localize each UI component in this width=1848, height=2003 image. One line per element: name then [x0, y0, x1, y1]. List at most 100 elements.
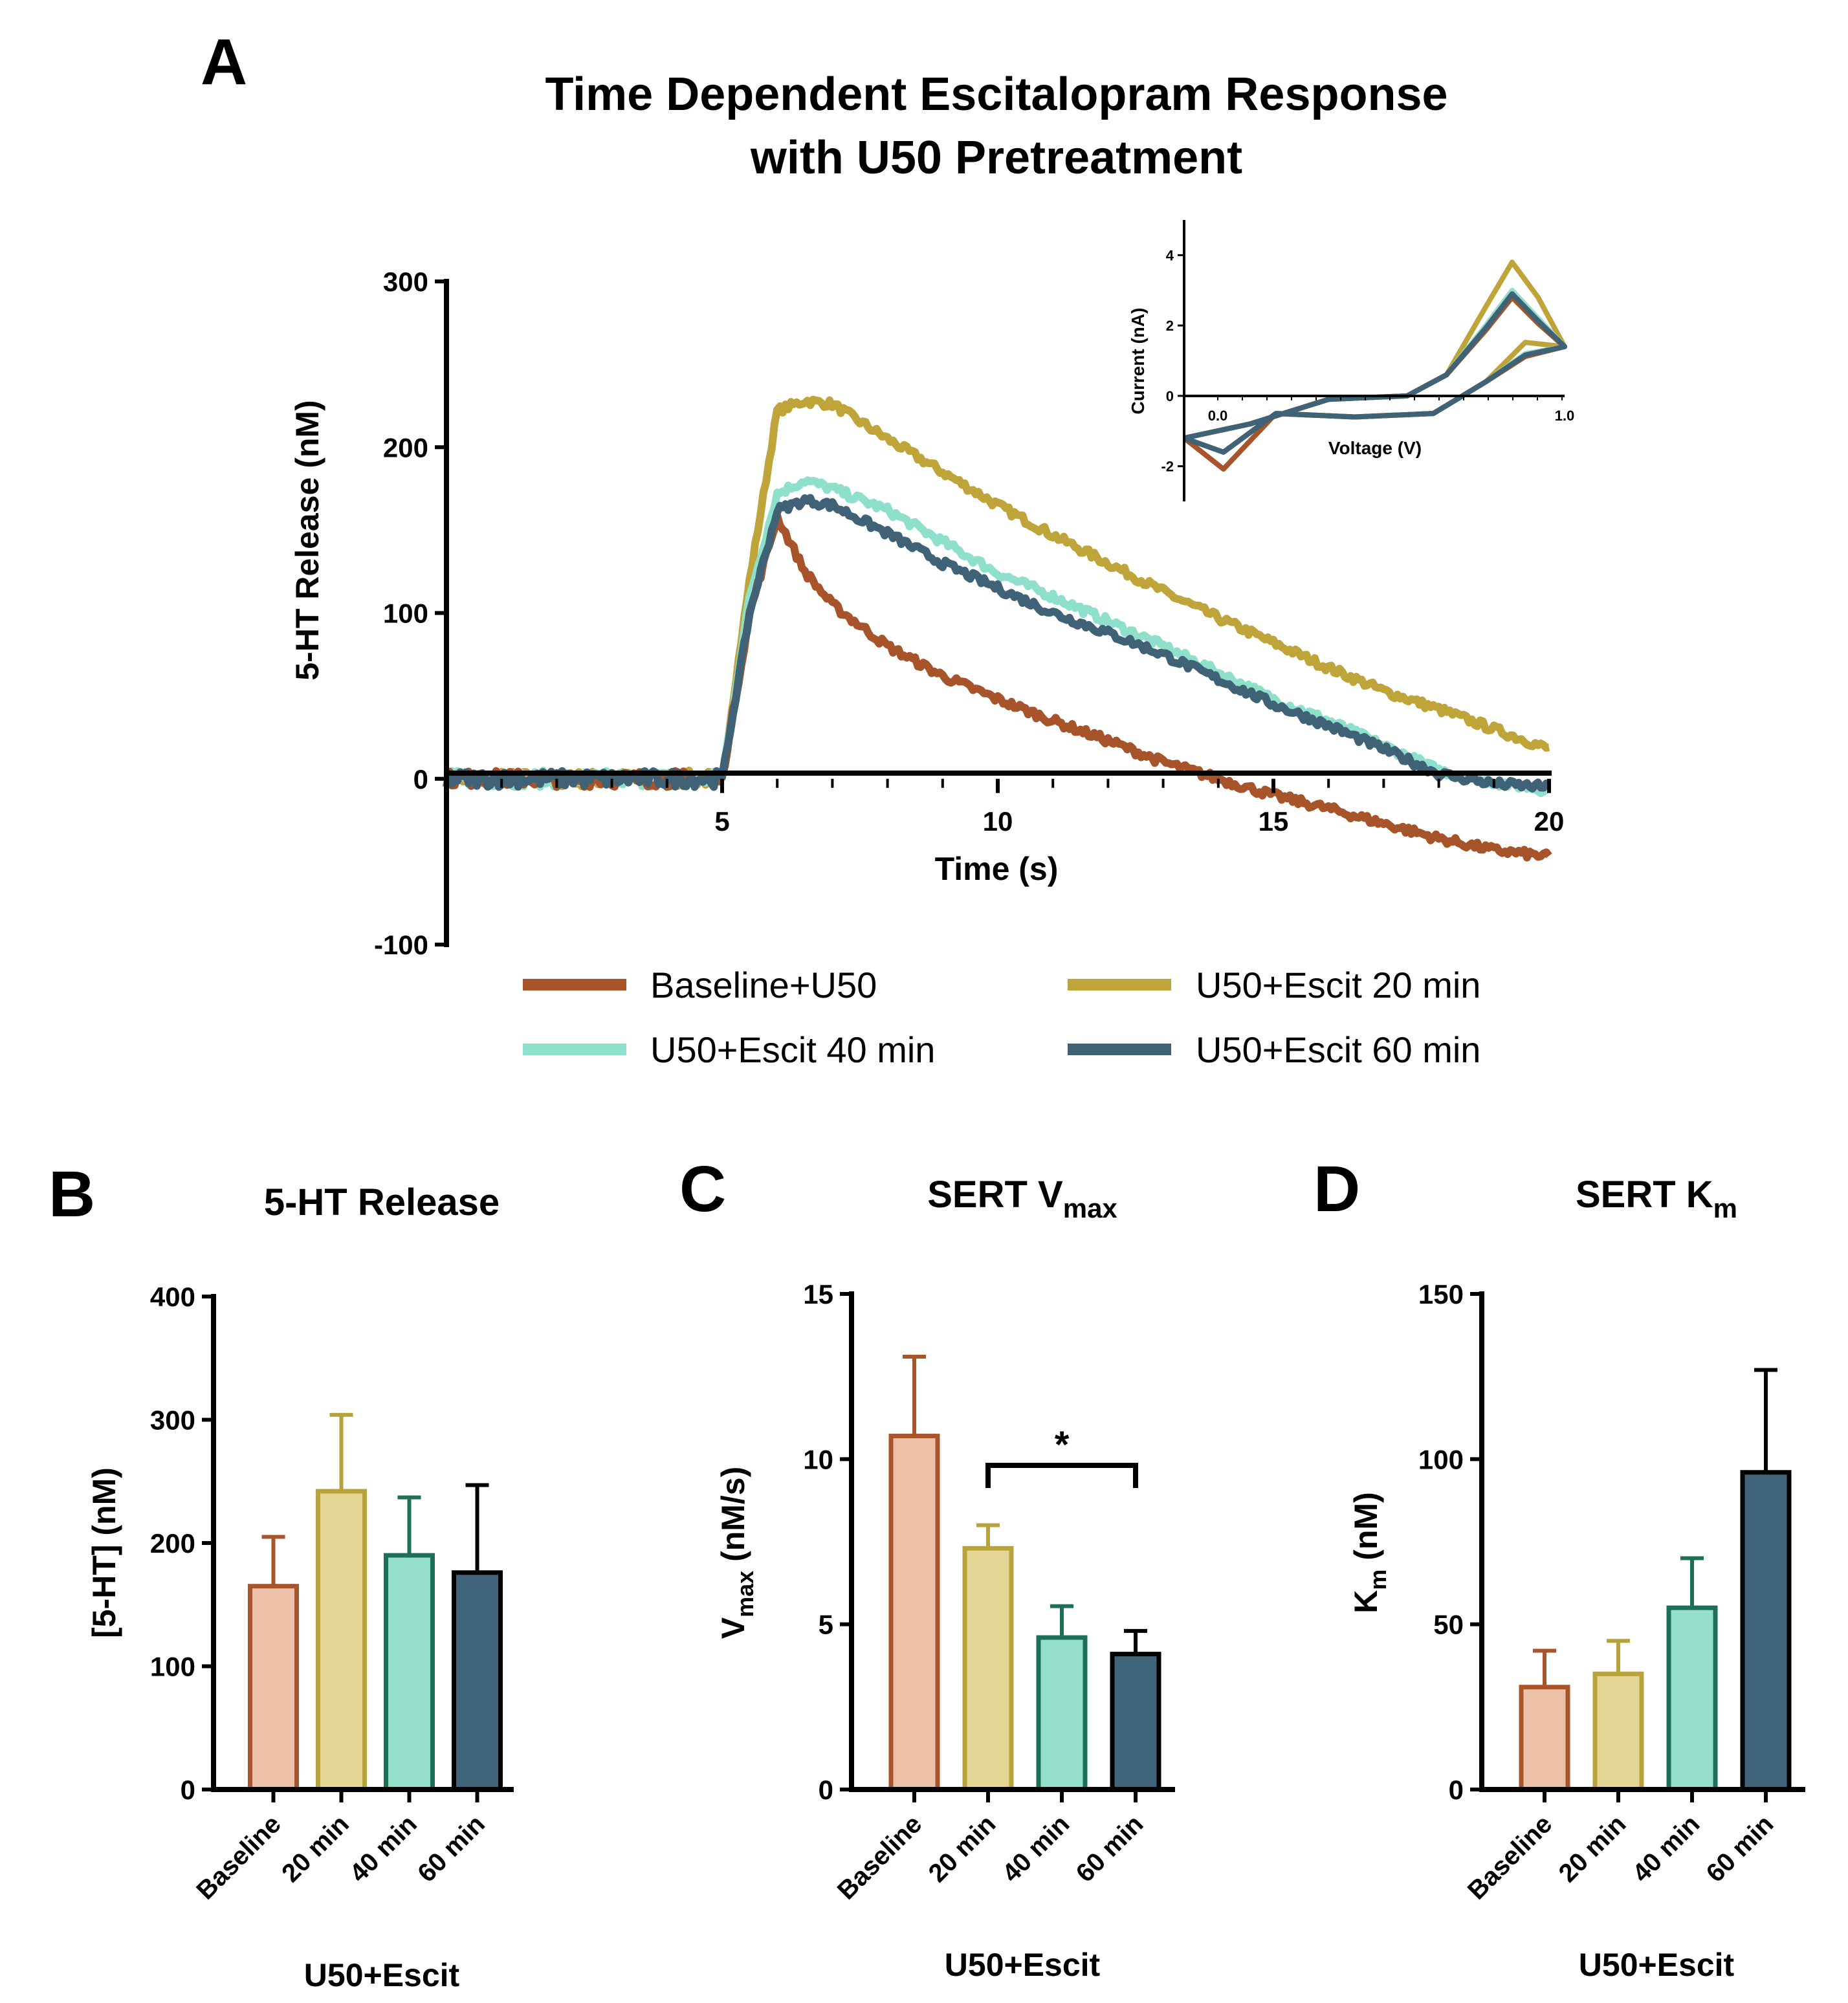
panel-a-title-line-2: with U50 Pretreatment	[750, 132, 1242, 184]
bar-1	[316, 1489, 367, 1792]
panel-c-y-tick-label-0: 0	[819, 1775, 833, 1805]
x-tick-label-1: 20 min	[923, 1810, 1002, 1888]
panel-c-y-label-sub: max	[732, 1571, 758, 1617]
bar-0	[888, 1434, 940, 1792]
bar-2	[384, 1553, 435, 1792]
panel-a-title-line-1: Time Dependent Escitalopram Response	[545, 69, 1447, 120]
x-tick-label-3: 60 min	[1701, 1810, 1779, 1888]
panel-c-y-tick-label-1: 5	[819, 1610, 833, 1640]
panel-d-x-label: U50+Escit	[1579, 1947, 1735, 1983]
inset-x-label: Voltage (V)	[1328, 438, 1422, 458]
bar-1	[1592, 1671, 1644, 1792]
panel-c-y-tick-label-2: 10	[803, 1444, 833, 1474]
inset-series	[1182, 259, 1567, 472]
panel-d-title: SERT Km	[1576, 1174, 1737, 1223]
inset-y-label: Current (nA)	[1128, 308, 1148, 415]
panel-a-y-tick-label-0: -100	[374, 930, 428, 960]
inset-cv-min60	[1183, 291, 1567, 455]
panel-a-y-label: 5-HT Release (nM)	[289, 400, 325, 680]
panel-c-y-tick-label-3: 15	[803, 1279, 833, 1309]
panel-d-y-tick-label-2: 100	[1418, 1444, 1464, 1474]
panel-c-title: SERT Vmax	[927, 1174, 1117, 1223]
panel-letter-a: A	[201, 26, 247, 98]
legend-label-20min: U50+Escit 20 min	[1196, 965, 1480, 1005]
panel-a-y-tick-label-4: 300	[383, 267, 428, 297]
x-tick-label-2: 40 min	[997, 1810, 1075, 1888]
x-tick-label-1: 20 min	[276, 1810, 355, 1888]
legend-label-baseline: Baseline+U50	[650, 965, 877, 1005]
panel-b-y-tick-label-3: 300	[150, 1405, 195, 1436]
x-tick-label-1: 20 min	[1554, 1810, 1632, 1888]
inset-y-tick-label-0: -2	[1161, 459, 1174, 475]
panel-b-y-tick-label-0: 0	[181, 1775, 195, 1805]
panel-d-y-label-main: K	[1348, 1590, 1384, 1614]
panel-c-y-label-suffix: (nM/s)	[715, 1467, 751, 1571]
bar-3	[1740, 1470, 1792, 1792]
significance-bracket	[985, 1463, 1138, 1488]
panel-a-x-tick-label-1: 10	[983, 806, 1013, 837]
panel-b-y-tick-label-2: 200	[150, 1528, 195, 1559]
panel-a-y-tick-label-3: 200	[383, 432, 428, 463]
panel-d-y-label: Km (nM)	[1348, 1492, 1391, 1614]
significance-label: *	[1055, 1424, 1070, 1466]
panel-d-title-main: SERT K	[1576, 1174, 1713, 1216]
bar-1	[962, 1546, 1014, 1792]
panel-a-y-tick-label-1: 0	[413, 764, 428, 794]
bar-3	[1110, 1652, 1161, 1792]
bar-0	[1519, 1685, 1570, 1792]
inset-y-tick-label-2: 2	[1166, 318, 1174, 334]
x-tick-label-0: Baseline	[832, 1810, 927, 1905]
panel-a-legend: Baseline+U50 U50+Escit 20 min U50+Escit …	[523, 965, 1480, 1070]
x-tick-label-3: 60 min	[1071, 1810, 1149, 1888]
bar-2	[1666, 1605, 1718, 1792]
panel-a-inset: -2 0 2 4 Current (nA) Voltage (V) 0.0 1.0	[1128, 220, 1574, 501]
panel-a-x-tick-label-0: 5	[714, 806, 729, 837]
panel-d-y-tick-label-1: 50	[1433, 1610, 1464, 1640]
panel-a-x-tick-label-3: 20	[1534, 806, 1565, 837]
panel-letter-c: C	[679, 1153, 726, 1225]
panel-b-y-label: [5-HT] (nM)	[86, 1467, 122, 1638]
legend-label-60min: U50+Escit 60 min	[1196, 1029, 1480, 1070]
x-tick-label-2: 40 min	[344, 1810, 423, 1888]
x-tick-label-0: Baseline	[1462, 1810, 1557, 1905]
panel-d-y-label-sub: m	[1365, 1570, 1391, 1590]
panel-a-x-label: Time (s)	[935, 851, 1059, 887]
panel-b-x-label: U50+Escit	[304, 1957, 460, 1993]
inset-x-tick-label-0: 0.0	[1208, 408, 1228, 424]
inset-x-tick-label-1: 1.0	[1555, 408, 1575, 424]
inset-y-tick-label-3: 4	[1166, 247, 1174, 263]
panel-d-y-tick-label-0: 0	[1449, 1775, 1464, 1805]
panel-c-y-label: Vmax (nM/s)	[715, 1467, 758, 1639]
panel-a-y-tick-label-2: 100	[383, 598, 428, 629]
panel-c-y-label-main: V	[715, 1617, 751, 1639]
panel-c-title-main: SERT V	[927, 1174, 1063, 1216]
x-tick-label-3: 60 min	[412, 1810, 490, 1888]
panel-b-title: 5-HT Release	[264, 1181, 500, 1223]
bar-3	[452, 1570, 503, 1792]
panel-a: A Time Dependent Escitalopram Response w…	[201, 26, 1574, 1070]
inset-y-tick-label-1: 0	[1166, 388, 1174, 404]
x-tick-label-2: 40 min	[1627, 1810, 1706, 1888]
panel-d-title-sub: m	[1713, 1193, 1737, 1223]
panel-d-y-label-suffix: (nM)	[1348, 1492, 1384, 1569]
panel-b-y-tick-label-4: 400	[150, 1282, 195, 1312]
legend-label-40min: U50+Escit 40 min	[650, 1029, 935, 1070]
bar-0	[248, 1584, 299, 1792]
series-line-min60	[443, 494, 1551, 793]
x-tick-label-0: Baseline	[191, 1810, 286, 1905]
panel-letter-d: D	[1314, 1153, 1360, 1225]
panel-letter-b: B	[49, 1158, 95, 1231]
panel-b-y-tick-label-1: 100	[150, 1652, 195, 1682]
panel-a-x-tick-label-2: 15	[1259, 806, 1289, 837]
panel-c-title-sub: max	[1063, 1193, 1118, 1223]
inset-ticks: -2 0 2 4	[1161, 247, 1563, 475]
